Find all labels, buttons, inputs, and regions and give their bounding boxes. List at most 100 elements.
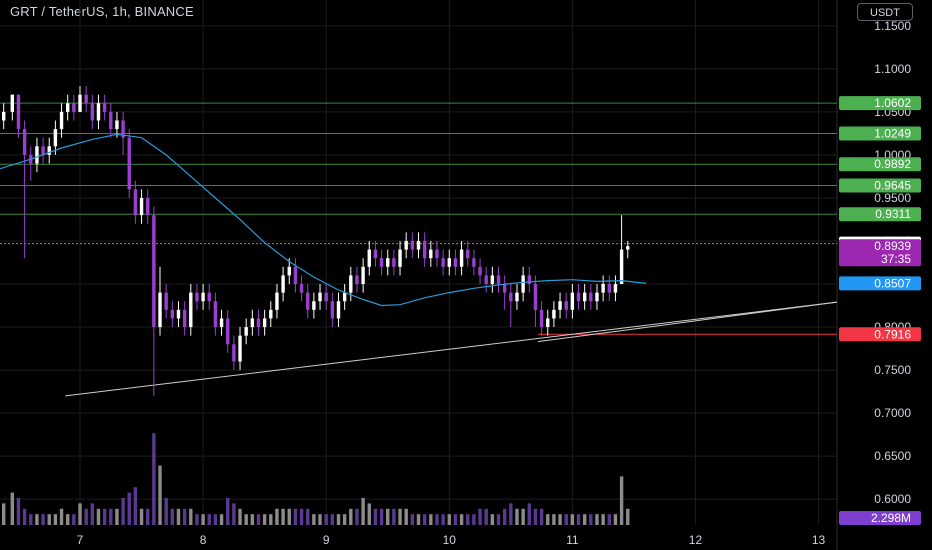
volume-bar bbox=[330, 514, 335, 525]
candle-body bbox=[176, 309, 181, 319]
currency-button[interactable]: USDT bbox=[857, 3, 913, 21]
candle-body bbox=[416, 240, 421, 250]
grid bbox=[0, 0, 838, 550]
level-label: 0.9892 bbox=[874, 157, 911, 171]
volume-bar bbox=[422, 514, 427, 525]
candle-body bbox=[96, 103, 101, 121]
candle-body bbox=[115, 120, 119, 130]
x-tick-label: 8 bbox=[200, 533, 207, 547]
volume-bar bbox=[256, 514, 261, 525]
candle-body bbox=[502, 284, 507, 293]
candle-body bbox=[324, 292, 328, 302]
candle-body bbox=[582, 292, 587, 302]
candles bbox=[1, 86, 630, 396]
volume-bar bbox=[115, 508, 119, 525]
volume-bar bbox=[416, 514, 421, 525]
volume-bar bbox=[386, 508, 390, 525]
volume-bar bbox=[349, 508, 353, 525]
candle-body bbox=[275, 292, 279, 310]
volume-bar bbox=[570, 514, 575, 525]
candle-body bbox=[564, 301, 568, 310]
candle-body bbox=[139, 197, 144, 216]
volume-bar bbox=[472, 514, 476, 525]
volume-bar bbox=[379, 508, 384, 525]
level-label: 1.0602 bbox=[874, 96, 911, 110]
candle-body bbox=[244, 327, 248, 336]
candle-body bbox=[478, 266, 482, 276]
volume-bar bbox=[16, 498, 21, 525]
candle-body bbox=[521, 275, 525, 293]
volume-bar bbox=[515, 508, 519, 525]
candle-body bbox=[102, 103, 107, 112]
candle-body bbox=[312, 301, 316, 310]
candle-body bbox=[373, 249, 378, 259]
candle-body bbox=[626, 246, 630, 250]
volume-bar bbox=[626, 508, 630, 525]
moving-average-line bbox=[0, 133, 647, 307]
candle-body bbox=[182, 309, 187, 328]
volume-label-box bbox=[839, 511, 921, 525]
volume-bar bbox=[576, 514, 581, 525]
volume-bar bbox=[564, 514, 568, 525]
y-tick-label: 0.7500 bbox=[874, 363, 911, 377]
level-label-box bbox=[839, 126, 921, 141]
volume-bar bbox=[10, 492, 15, 525]
candle-body bbox=[84, 94, 88, 104]
volume-bar bbox=[459, 514, 464, 525]
volume-bar bbox=[287, 508, 291, 525]
candle-body bbox=[552, 309, 556, 319]
volume-bar bbox=[262, 514, 267, 525]
level-label-box bbox=[839, 327, 921, 342]
candle-body bbox=[121, 120, 125, 138]
volume-bar bbox=[361, 498, 365, 525]
candle-body bbox=[213, 301, 218, 328]
x-tick-label: 9 bbox=[323, 533, 330, 547]
volume-bar bbox=[84, 508, 88, 525]
candle-body bbox=[226, 318, 230, 345]
candle-body bbox=[539, 309, 544, 328]
candle-body bbox=[201, 292, 205, 302]
x-tick-label: 10 bbox=[443, 533, 457, 547]
volume-bar bbox=[238, 508, 242, 525]
volume-bar bbox=[250, 514, 255, 525]
level-label-box bbox=[839, 276, 921, 291]
candle-body bbox=[195, 292, 199, 302]
volume-bar bbox=[59, 508, 64, 525]
volume-bar bbox=[22, 508, 27, 525]
candle-body bbox=[262, 318, 267, 328]
volume-bar bbox=[65, 514, 70, 525]
volume-bar bbox=[189, 508, 193, 525]
level-label: 0.7916 bbox=[874, 327, 911, 341]
trendline bbox=[537, 301, 838, 343]
volume-bar bbox=[47, 514, 51, 525]
candle-body bbox=[601, 284, 605, 293]
volume-bar bbox=[96, 508, 101, 525]
volume-bar bbox=[404, 508, 408, 525]
volume-bar bbox=[533, 508, 538, 525]
candle-body bbox=[65, 103, 70, 112]
candle-body bbox=[490, 275, 495, 285]
volume-bar bbox=[502, 508, 507, 525]
candle-body bbox=[527, 275, 531, 285]
volume-bar bbox=[35, 514, 39, 525]
candle-body bbox=[570, 292, 575, 310]
candle-body bbox=[336, 301, 341, 319]
volume-bar bbox=[318, 514, 322, 525]
candle-body bbox=[429, 249, 433, 259]
candle-body bbox=[293, 266, 298, 285]
level-label: 0.8507 bbox=[874, 276, 911, 290]
candle-body bbox=[250, 318, 255, 328]
volume-bar bbox=[232, 503, 236, 525]
x-tick-label: 7 bbox=[77, 533, 84, 547]
volume-bar bbox=[146, 508, 150, 525]
candle-body bbox=[133, 189, 138, 216]
candle-body bbox=[306, 292, 310, 310]
time-axis[interactable]: 7 8 9 10 11 12 13 bbox=[77, 533, 826, 547]
volume-bar bbox=[521, 508, 525, 525]
trendlines bbox=[65, 301, 838, 397]
candle-body bbox=[22, 129, 27, 155]
candle-body bbox=[287, 266, 291, 276]
y-tick-label: 1.1500 bbox=[874, 19, 911, 33]
y-tick-label: 0.9500 bbox=[874, 191, 911, 205]
